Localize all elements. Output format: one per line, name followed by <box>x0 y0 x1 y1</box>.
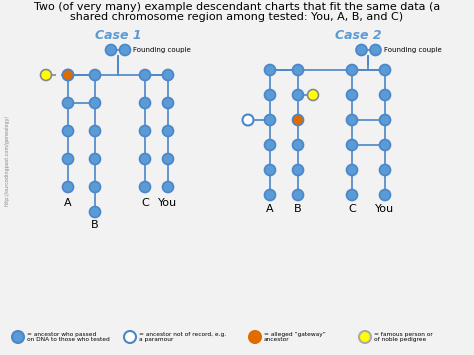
Text: = ancestor who passed
on DNA to those who tested: = ancestor who passed on DNA to those wh… <box>27 332 110 343</box>
Circle shape <box>119 44 130 55</box>
Circle shape <box>63 181 73 192</box>
Circle shape <box>63 70 73 81</box>
Text: Founding couple: Founding couple <box>134 47 191 53</box>
Text: Case 2: Case 2 <box>335 29 381 42</box>
Circle shape <box>380 89 391 100</box>
Text: = ancestor not of record, e.g.
a paramour: = ancestor not of record, e.g. a paramou… <box>139 332 226 343</box>
Text: A: A <box>266 203 274 213</box>
Circle shape <box>292 140 303 151</box>
Circle shape <box>163 181 173 192</box>
Circle shape <box>356 44 367 55</box>
Text: Two (of very many) example descendant charts that fit the same data (a: Two (of very many) example descendant ch… <box>34 2 440 12</box>
Circle shape <box>63 98 73 109</box>
Circle shape <box>249 331 261 343</box>
Circle shape <box>63 70 73 81</box>
Circle shape <box>40 70 52 81</box>
Text: shared chromosome region among tested: You, A, B, and C): shared chromosome region among tested: Y… <box>71 12 403 22</box>
Text: Case 1: Case 1 <box>95 29 141 42</box>
Circle shape <box>370 44 381 55</box>
Circle shape <box>106 44 117 55</box>
Circle shape <box>90 207 100 218</box>
Text: = alleged “gateway”
ancestor: = alleged “gateway” ancestor <box>264 332 326 343</box>
Circle shape <box>124 331 136 343</box>
Circle shape <box>139 70 151 81</box>
Circle shape <box>139 181 151 192</box>
Circle shape <box>90 98 100 109</box>
Circle shape <box>346 190 357 201</box>
Circle shape <box>90 181 100 192</box>
Text: = famous person or
of noble pedigree: = famous person or of noble pedigree <box>374 332 433 343</box>
Circle shape <box>264 89 275 100</box>
Circle shape <box>308 89 319 100</box>
Text: B: B <box>294 203 302 213</box>
Text: C: C <box>348 203 356 213</box>
Circle shape <box>163 126 173 137</box>
Circle shape <box>139 98 151 109</box>
Circle shape <box>292 65 303 76</box>
Circle shape <box>63 126 73 137</box>
Circle shape <box>243 115 254 126</box>
Circle shape <box>63 153 73 164</box>
Text: You: You <box>375 203 394 213</box>
Circle shape <box>12 331 24 343</box>
Circle shape <box>90 70 100 81</box>
Circle shape <box>380 190 391 201</box>
Circle shape <box>139 153 151 164</box>
Circle shape <box>264 140 275 151</box>
Circle shape <box>346 140 357 151</box>
Circle shape <box>380 65 391 76</box>
Circle shape <box>264 115 275 126</box>
Circle shape <box>292 190 303 201</box>
Circle shape <box>292 164 303 175</box>
Circle shape <box>163 98 173 109</box>
Circle shape <box>346 115 357 126</box>
Circle shape <box>346 65 357 76</box>
Text: You: You <box>158 197 178 208</box>
Text: A: A <box>64 197 72 208</box>
Circle shape <box>163 70 173 81</box>
Circle shape <box>264 164 275 175</box>
Circle shape <box>264 65 275 76</box>
Circle shape <box>380 164 391 175</box>
Circle shape <box>264 190 275 201</box>
Text: Founding couple: Founding couple <box>384 47 442 53</box>
Circle shape <box>90 153 100 164</box>
Circle shape <box>292 89 303 100</box>
Text: http://ourcodingpast.com/genealogy/: http://ourcodingpast.com/genealogy/ <box>4 114 9 206</box>
Circle shape <box>139 126 151 137</box>
Circle shape <box>346 89 357 100</box>
Text: B: B <box>91 220 99 230</box>
Circle shape <box>346 164 357 175</box>
Text: C: C <box>141 197 149 208</box>
Circle shape <box>163 153 173 164</box>
Circle shape <box>380 140 391 151</box>
Circle shape <box>292 115 303 126</box>
Circle shape <box>359 331 371 343</box>
Circle shape <box>90 126 100 137</box>
Circle shape <box>380 115 391 126</box>
